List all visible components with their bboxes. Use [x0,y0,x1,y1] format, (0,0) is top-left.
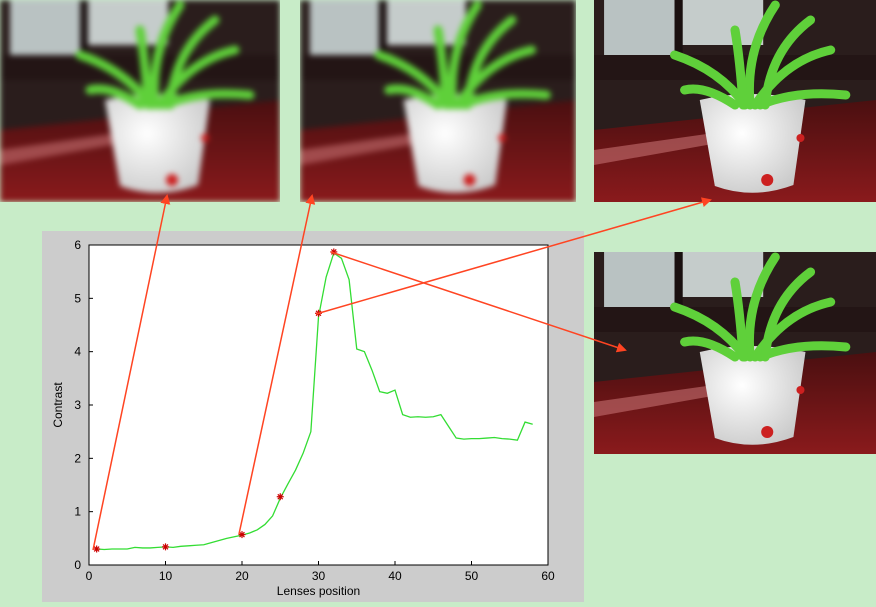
photo-blurry-2 [300,0,576,202]
y-tick-label: 2 [74,451,81,465]
x-tick-label: 40 [388,569,402,583]
photo-blurry-1 [0,0,280,202]
x-tick-label: 60 [541,569,555,583]
contrast-series-line [96,251,533,551]
x-tick-label: 50 [465,569,479,583]
x-axis-label: Lenses position [277,584,360,598]
plot-area [88,244,549,566]
contrast-chart: 0 10 20 30 40 50 60 0 1 2 3 4 5 6 Lenses position Con… [51,238,555,598]
y-tick-label: 0 [74,558,81,572]
y-tick-label: 6 [74,238,81,252]
x-tick-label: 10 [159,569,173,583]
y-axis-label: Contrast [51,382,65,428]
y-tick-label: 3 [74,398,81,412]
x-tick-label: 30 [312,569,326,583]
y-tick-label: 4 [74,345,81,359]
photo-sharp-2 [594,252,876,454]
photo-sharp-1 [594,0,876,202]
x-tick-label: 20 [235,569,249,583]
x-tick-label: 0 [86,569,93,583]
y-tick-label: 5 [74,291,81,305]
contrast-chart-figure: 0 10 20 30 40 50 60 0 1 2 3 4 5 6 Lenses position Con… [42,231,584,602]
marker-point [93,545,101,553]
y-tick-label: 1 [74,505,81,519]
